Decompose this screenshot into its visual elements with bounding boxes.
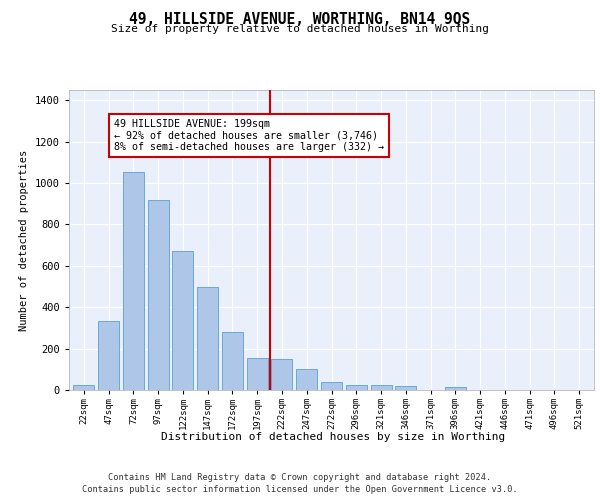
Bar — [73, 386, 94, 390]
Bar — [296, 368, 317, 390]
Bar — [321, 382, 342, 390]
Text: Distribution of detached houses by size in Worthing: Distribution of detached houses by size … — [161, 432, 505, 442]
Bar — [197, 286, 218, 390]
Bar — [247, 358, 268, 390]
Bar — [371, 385, 392, 390]
Bar — [172, 251, 193, 390]
Bar — [222, 332, 243, 390]
Y-axis label: Number of detached properties: Number of detached properties — [19, 150, 29, 330]
Bar — [346, 385, 367, 390]
Text: 49 HILLSIDE AVENUE: 199sqm
← 92% of detached houses are smaller (3,746)
8% of se: 49 HILLSIDE AVENUE: 199sqm ← 92% of deta… — [113, 119, 383, 152]
Text: 49, HILLSIDE AVENUE, WORTHING, BN14 9QS: 49, HILLSIDE AVENUE, WORTHING, BN14 9QS — [130, 12, 470, 28]
Text: Contains HM Land Registry data © Crown copyright and database right 2024.: Contains HM Land Registry data © Crown c… — [109, 472, 491, 482]
Bar — [123, 172, 144, 390]
Text: Contains public sector information licensed under the Open Government Licence v3: Contains public sector information licen… — [82, 485, 518, 494]
Bar — [98, 320, 119, 390]
Bar — [148, 200, 169, 390]
Bar — [445, 388, 466, 390]
Text: Size of property relative to detached houses in Worthing: Size of property relative to detached ho… — [111, 24, 489, 34]
Bar — [395, 386, 416, 390]
Bar — [271, 358, 292, 390]
